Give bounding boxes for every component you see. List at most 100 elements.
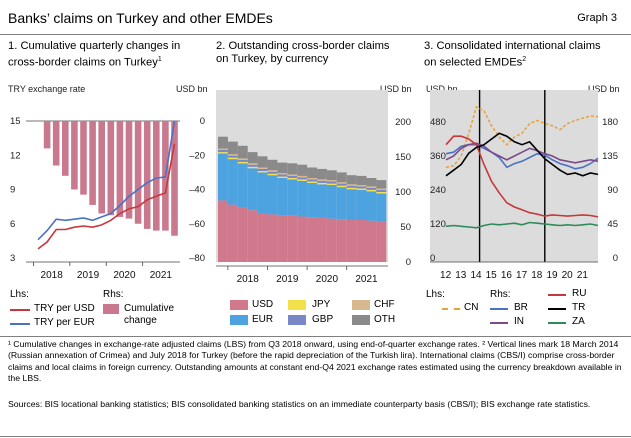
p2-bar-usd-2019Q2: [277, 215, 288, 262]
panel1-right-unit: USD bn: [176, 84, 208, 94]
p2-bar-gbp-2019Q4: [297, 177, 308, 180]
p1-bar-2018Q3: [52, 121, 60, 166]
p2-bar-jpy-2019Q2: [277, 176, 288, 178]
p3-ytick-right: 45: [607, 219, 618, 230]
panel3-title: 3. Consolidated international claims on …: [424, 40, 601, 69]
p1-bar-2019Q2: [80, 121, 87, 195]
p2-bar-oth-2019Q3: [287, 163, 298, 175]
p1-ytick-left: 12: [10, 150, 21, 161]
p2-bar-gbp-2021Q3: [366, 187, 377, 190]
p1-legend-usd-swatch: [10, 309, 30, 311]
p2-bar-chf-2017Q4: [218, 148, 228, 150]
p2-bar-eur-2019Q2: [277, 178, 288, 216]
graph-title: Banks’ claims on Turkey and other EMDEs: [8, 10, 273, 26]
p3-legend-in-swatch: [490, 322, 508, 324]
p2-bar-gbp-2019Q3: [287, 175, 298, 178]
p2-bar-usd-2021Q4: [376, 221, 387, 262]
p2-bar-gbp-2021Q1: [346, 185, 357, 188]
p2-bar-oth-2018Q3: [247, 152, 258, 164]
p2-bar-chf-2018Q2: [237, 158, 248, 160]
p2-bar-oth-2019Q2: [277, 162, 288, 174]
p2-bar-oth-2020Q2: [317, 168, 327, 180]
p1-bar-2019Q1: [71, 121, 78, 190]
p2-bar-oth-2018Q4: [257, 156, 268, 168]
p2-xtick: 2019: [276, 274, 299, 285]
p3-legend-cn-swatch: [442, 308, 460, 310]
p3-ytick-right: 90: [607, 185, 618, 196]
p2-bar-eur-2020Q2: [317, 184, 327, 218]
p2-bar-usd-2019Q1: [267, 214, 278, 262]
p3-legend-tr: TR: [572, 302, 586, 313]
p1-legend-lhs: Lhs:: [10, 289, 29, 300]
p2-bar-chf-2020Q4: [336, 182, 347, 184]
p1-bar-2021Q1: [143, 121, 151, 229]
p2-bar-chf-2019Q4: [297, 175, 308, 178]
p2-bar-gbp-2017Q4: [218, 150, 228, 153]
p1-legend-usd: TRY per USD: [34, 303, 95, 314]
p2-bar-jpy-2019Q4: [297, 179, 308, 181]
sources-text: Sources: BIS locational banking statisti…: [8, 399, 591, 409]
p2-bar-usd-2021Q3: [366, 220, 377, 262]
p2-xtick: 2020: [316, 274, 339, 285]
p2-ytick-right: 0: [406, 257, 411, 268]
p2-bar-jpy-2020Q1: [307, 181, 317, 183]
p2-bar-chf-2018Q1: [227, 154, 238, 156]
p2-bar-gbp-2020Q3: [326, 181, 337, 184]
p2-bar-chf-2021Q1: [346, 184, 357, 186]
p3-xtick: 16: [501, 270, 513, 281]
p2-legend-gbp-swatch: [288, 315, 306, 325]
p2-bar-usd-2018Q2: [237, 207, 248, 262]
p3-xtick: 20: [562, 270, 574, 281]
panel1-title: 1. Cumulative quarterly changes in cross…: [8, 40, 181, 69]
p3-line-ru: [445, 135, 599, 218]
footnote-rule: [0, 336, 631, 337]
p2-bar-usd-2018Q1: [227, 204, 238, 262]
p2-bar-gbp-2020Q4: [336, 183, 347, 186]
p2-bar-usd-2020Q1: [307, 217, 317, 262]
p2-bar-oth-2020Q4: [336, 172, 347, 183]
p1-legend-cum-swatch: [103, 304, 119, 314]
p1-ytick-right: –40: [189, 185, 205, 196]
p3-legend-za-swatch: [548, 322, 566, 324]
p3-background: [430, 90, 598, 262]
p2-bar-eur-2020Q1: [307, 182, 317, 218]
p2-bar-jpy-2021Q1: [346, 187, 357, 190]
p2-bar-gbp-2020Q1: [307, 179, 317, 182]
p3-line-cn: [445, 105, 599, 169]
p3-ytick-right: 135: [602, 151, 618, 162]
p2-bar-chf-2021Q4: [376, 188, 387, 190]
p2-bar-jpy-2018Q2: [237, 161, 248, 164]
p2-bar-gbp-2020Q2: [317, 180, 327, 183]
p1-ytick-right: 0: [200, 116, 205, 127]
p2-legend-usd-swatch: [230, 300, 248, 310]
p2-bar-jpy-2020Q3: [326, 183, 337, 185]
p1-ytick-left: 6: [10, 219, 15, 230]
p2-bar-eur-2019Q1: [267, 175, 278, 215]
p3-legend-cn: CN: [464, 302, 479, 313]
p2-bar-eur-2021Q1: [346, 189, 357, 220]
p2-bar-eur-2021Q3: [366, 191, 377, 221]
p3-legend-rhs: Rhs:: [490, 289, 511, 300]
p1-bar-2018Q2: [43, 121, 51, 149]
p3-ytick-left: 0: [430, 253, 435, 264]
p2-bar-oth-2017Q4: [218, 136, 228, 149]
p2-bar-oth-2019Q1: [267, 159, 278, 171]
p3-xtick: 19: [546, 270, 558, 281]
p3-legend-lhs: Lhs:: [426, 289, 445, 300]
panel3-right-unit: USD bn: [588, 84, 620, 94]
p2-bar-gbp-2021Q2: [356, 186, 367, 189]
p2-bar-usd-2021Q1: [346, 220, 357, 262]
p1-bar-2020Q3: [125, 121, 133, 219]
p2-bar-gbp-2018Q4: [257, 168, 268, 171]
p1-xtick: 2018: [41, 270, 64, 281]
panel2-title: 2. Outstanding cross-border claims on Tu…: [216, 40, 390, 65]
graph-header: Banks’ claims on Turkey and other EMDEs …: [0, 0, 631, 34]
panel3-left-unit: USD bn: [426, 84, 458, 94]
p2-bar-jpy-2018Q4: [257, 171, 268, 173]
p2-legend-chf: CHF: [374, 299, 395, 310]
p2-legend-jpy: JPY: [312, 299, 331, 310]
p2-bar-usd-2018Q4: [257, 213, 268, 262]
p2-bar-oth-2018Q2: [237, 145, 248, 159]
p2-bar-eur-2020Q4: [336, 187, 347, 220]
